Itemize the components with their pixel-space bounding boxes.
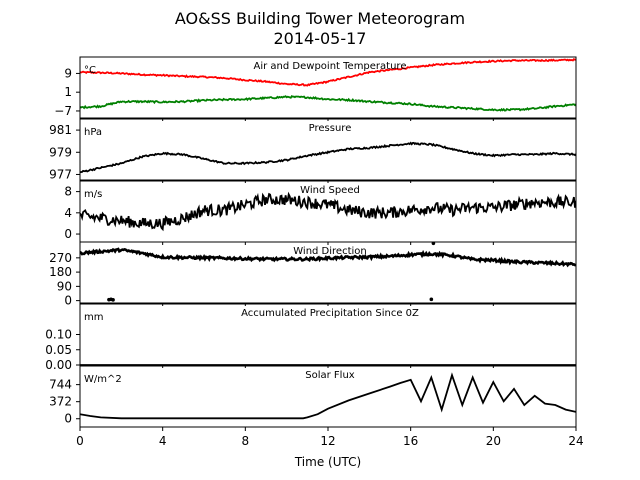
chart-title: AO&SS Building Tower Meteorogram bbox=[175, 9, 465, 28]
y-tick-label-4-0: 0.10 bbox=[45, 328, 72, 342]
y-tick-label-0-1: 1 bbox=[64, 85, 72, 99]
point-3-0-2 bbox=[111, 298, 115, 302]
panel-title-3: Wind Direction bbox=[293, 246, 367, 257]
y-tick-label-3-2: 90 bbox=[57, 279, 72, 293]
series-line-5-0 bbox=[80, 372, 576, 420]
x-tick-label-3: 12 bbox=[320, 434, 335, 448]
x-tick-label-2: 8 bbox=[242, 434, 250, 448]
panel-2: 8 4 0 Wind Speed m/s bbox=[64, 180, 577, 245]
series-line-1-0 bbox=[80, 141, 576, 174]
panel-title-5: Solar Flux bbox=[305, 370, 355, 381]
y-tick-label-2-1: 4 bbox=[64, 206, 72, 220]
y-tick-label-5-1: 372 bbox=[49, 395, 72, 409]
y-tick-label-2-0: 8 bbox=[64, 185, 72, 199]
x-axis-label: Time (UTC) bbox=[294, 455, 361, 469]
panel-unit-0: °C bbox=[84, 65, 96, 76]
y-tick-label-3-0: 270 bbox=[49, 251, 72, 265]
y-tick-label-5-2: 0 bbox=[64, 412, 72, 426]
panel-1: 981 979 977 Pressure hPa bbox=[49, 118, 577, 183]
y-tick-label-3-3: 0 bbox=[64, 294, 72, 308]
panel-4: 0.100.050.00 Accumulated Precipitation Si… bbox=[45, 303, 577, 372]
x-tick-label-6: 24 bbox=[568, 434, 583, 448]
panel-title-0: Air and Dewpoint Temperature bbox=[254, 61, 407, 72]
chart-subtitle: 2014-05-17 bbox=[274, 29, 367, 48]
y-tick-label-1-0: 981 bbox=[49, 123, 72, 137]
y-tick-label-3-1: 180 bbox=[49, 265, 72, 279]
series-line-3-0 bbox=[80, 247, 576, 268]
panel-5: 744 372 0 Solar Flux W/m^2 bbox=[49, 365, 577, 431]
x-tick-label-5: 20 bbox=[486, 434, 501, 448]
x-tick-label-1: 4 bbox=[159, 434, 167, 448]
y-tick-label-4-2: 0.00 bbox=[45, 358, 72, 372]
panel-title-1: Pressure bbox=[309, 123, 352, 134]
y-tick-label-0-2: −7 bbox=[54, 104, 72, 118]
x-tick-label-0: 0 bbox=[76, 434, 84, 448]
y-tick-label-4-1: 0.05 bbox=[45, 343, 72, 357]
series-line-2-0 bbox=[80, 191, 576, 232]
series-line-0-0 bbox=[80, 58, 576, 87]
x-tick-label-4: 16 bbox=[403, 434, 418, 448]
panel-unit-4: mm bbox=[84, 312, 103, 323]
panel-0: 9 1 −7 Air and Dewpoint Temperature °C bbox=[54, 56, 577, 121]
panel-title-4: Accumulated Precipitation Since 0Z bbox=[241, 308, 419, 319]
point-3-0-3 bbox=[429, 297, 434, 302]
series-line-0-1 bbox=[80, 95, 576, 112]
panel-unit-5: W/m^2 bbox=[84, 374, 122, 385]
y-tick-label-0-0: 9 bbox=[64, 66, 72, 80]
y-tick-label-2-2: 0 bbox=[64, 227, 72, 241]
panel-unit-2: m/s bbox=[84, 189, 102, 200]
panel-unit-1: hPa bbox=[84, 127, 102, 138]
y-tick-label-1-1: 979 bbox=[49, 145, 72, 159]
panels: 9 1 −7 Air and Dewpoint Temperature °C 981 979… bbox=[45, 56, 584, 448]
y-tick-label-5-0: 744 bbox=[49, 378, 72, 392]
y-tick-label-1-2: 977 bbox=[49, 167, 72, 181]
panel-title-2: Wind Speed bbox=[300, 185, 360, 196]
